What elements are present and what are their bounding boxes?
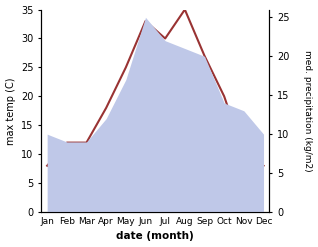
Y-axis label: med. precipitation (kg/m2): med. precipitation (kg/m2) [303, 50, 313, 172]
Y-axis label: max temp (C): max temp (C) [5, 77, 16, 144]
X-axis label: date (month): date (month) [116, 231, 194, 242]
